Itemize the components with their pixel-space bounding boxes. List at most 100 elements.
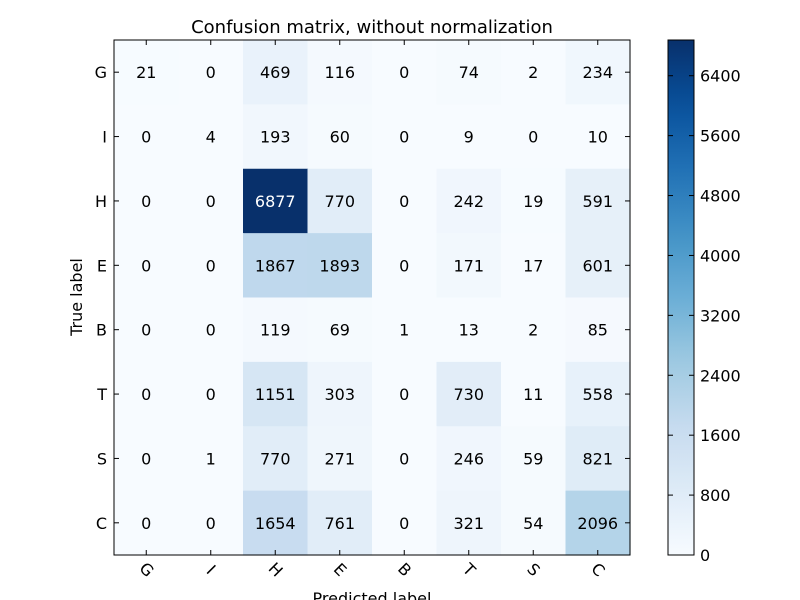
x-axis-label: Predicted label bbox=[313, 589, 432, 600]
x-tick-label: E bbox=[330, 559, 351, 580]
heatmap-cell-C-I bbox=[178, 490, 244, 556]
colorbar-tick-label: 1600 bbox=[700, 426, 741, 445]
heatmap-cell-E-T bbox=[436, 233, 502, 299]
cell-value-label: 0 bbox=[206, 256, 216, 275]
x-tick-label: I bbox=[203, 561, 220, 578]
heatmap-cell-B-T bbox=[436, 297, 502, 363]
cell-value-label: 0 bbox=[206, 514, 216, 533]
heatmap-cell-T-H bbox=[243, 361, 309, 427]
y-tick-label: T bbox=[96, 385, 107, 404]
heatmap-cell-C-H bbox=[243, 490, 309, 556]
heatmap-cell-B-E bbox=[307, 297, 373, 363]
heatmap-cell-E-B bbox=[372, 233, 438, 299]
cell-value-label: 119 bbox=[260, 321, 291, 340]
cell-value-label: 0 bbox=[399, 63, 409, 82]
heatmap-cell-B-G bbox=[114, 297, 180, 363]
cell-value-label: 303 bbox=[324, 385, 355, 404]
colorbar-tick-label: 4000 bbox=[700, 246, 741, 265]
cell-value-label: 0 bbox=[141, 256, 151, 275]
heatmap-cell-G-G bbox=[114, 40, 180, 105]
cell-value-label: 0 bbox=[141, 514, 151, 533]
cell-value-label: 9 bbox=[464, 128, 474, 147]
heatmap-cell-E-G bbox=[114, 233, 180, 299]
cell-value-label: 1893 bbox=[319, 256, 360, 275]
heatmap-cell-B-B bbox=[372, 297, 438, 363]
cell-value-label: 0 bbox=[399, 385, 409, 404]
heatmap-cell-B-H bbox=[243, 297, 309, 363]
cell-value-label: 0 bbox=[141, 128, 151, 147]
chart-title: Confusion matrix, without normalization bbox=[191, 17, 553, 38]
cell-value-label: 1 bbox=[206, 449, 216, 468]
y-axis-label: True label bbox=[67, 258, 86, 337]
cell-value-label: 234 bbox=[582, 63, 613, 82]
heatmap-cell-I-H bbox=[243, 104, 309, 170]
heatmap-cell-B-S bbox=[501, 297, 567, 363]
y-axis-ticks: G I H E B T S C bbox=[95, 63, 630, 533]
heatmap-cell-T-S bbox=[501, 361, 567, 427]
cell-value-label: 0 bbox=[141, 385, 151, 404]
heatmap-cell-S-B bbox=[372, 426, 438, 492]
cell-value-label: 0 bbox=[141, 192, 151, 211]
colorbar-tick-label: 0 bbox=[700, 546, 710, 565]
heatmap-cell-T-I bbox=[178, 361, 244, 427]
heatmap-cell-I-S bbox=[501, 104, 567, 170]
cell-value-label: 0 bbox=[399, 514, 409, 533]
heatmap-cell-T-B bbox=[372, 361, 438, 427]
cell-value-label: 271 bbox=[324, 449, 355, 468]
heatmap-cell-C-G bbox=[114, 490, 180, 556]
cell-value-label: 171 bbox=[453, 256, 484, 275]
heatmap-cell-H-S bbox=[501, 168, 567, 234]
heatmap-cell-C-C bbox=[565, 490, 631, 556]
heatmap-cell-B-I bbox=[178, 297, 244, 363]
heatmap-cell-S-E bbox=[307, 426, 373, 492]
cell-value-label: 69 bbox=[330, 321, 350, 340]
heatmap-cell-E-S bbox=[501, 233, 567, 299]
colorbar-ticks: 0 800 1600 2400 3200 4000 4800 5600 6400 bbox=[668, 67, 741, 565]
cell-value-label: 821 bbox=[582, 449, 613, 468]
cell-value-label: 0 bbox=[206, 385, 216, 404]
heatmap-cell-B-C bbox=[565, 297, 631, 363]
cell-value-label: 11 bbox=[523, 385, 543, 404]
cell-value-label: 21 bbox=[136, 63, 156, 82]
cell-value-label: 1654 bbox=[255, 514, 296, 533]
heatmap-cell-I-G bbox=[114, 104, 180, 170]
cell-value-label: 2 bbox=[528, 63, 538, 82]
cell-value-label: 19 bbox=[523, 192, 543, 211]
heatmap-cell-G-B bbox=[372, 40, 438, 105]
cell-value-label: 1 bbox=[399, 321, 409, 340]
x-tick-label: T bbox=[458, 559, 479, 580]
cell-value-label: 0 bbox=[399, 256, 409, 275]
heatmap-cell-C-B bbox=[372, 490, 438, 556]
heatmap-cell-S-H bbox=[243, 426, 309, 492]
cell-value-label: 1867 bbox=[255, 256, 296, 275]
cell-value-label: 0 bbox=[206, 192, 216, 211]
heatmap-cell-H-B bbox=[372, 168, 438, 234]
heatmap-cell-S-I bbox=[178, 426, 244, 492]
cell-value-label: 0 bbox=[399, 192, 409, 211]
cell-value-label: 469 bbox=[260, 63, 291, 82]
colorbar-tick-label: 6400 bbox=[700, 67, 741, 86]
cell-value-label: 591 bbox=[582, 192, 613, 211]
cell-value-label: 17 bbox=[523, 256, 543, 275]
cell-value-label: 2 bbox=[528, 321, 538, 340]
heatmap-cell-H-T bbox=[436, 168, 502, 234]
cell-value-label: 85 bbox=[588, 321, 608, 340]
cell-value-label: 0 bbox=[141, 321, 151, 340]
cell-value-label: 558 bbox=[582, 385, 613, 404]
cell-value-label: 13 bbox=[459, 321, 479, 340]
heatmap-cell-C-T bbox=[436, 490, 502, 556]
cell-value-label: 242 bbox=[453, 192, 484, 211]
cell-value-label: 0 bbox=[399, 449, 409, 468]
heatmap-cell-G-C bbox=[565, 40, 631, 105]
colorbar-tick-label: 5600 bbox=[700, 127, 741, 146]
x-tick-label: H bbox=[265, 559, 287, 581]
cell-value-label: 0 bbox=[399, 128, 409, 147]
cell-value-label: 2096 bbox=[577, 514, 618, 533]
cell-value-label: 0 bbox=[141, 449, 151, 468]
heatmap-cell-E-H bbox=[243, 233, 309, 299]
colorbar-tick-label: 2400 bbox=[700, 366, 741, 385]
y-tick-label: S bbox=[97, 449, 107, 468]
heatmap-cell-T-C bbox=[565, 361, 631, 427]
heatmap-cell-G-I bbox=[178, 40, 244, 105]
